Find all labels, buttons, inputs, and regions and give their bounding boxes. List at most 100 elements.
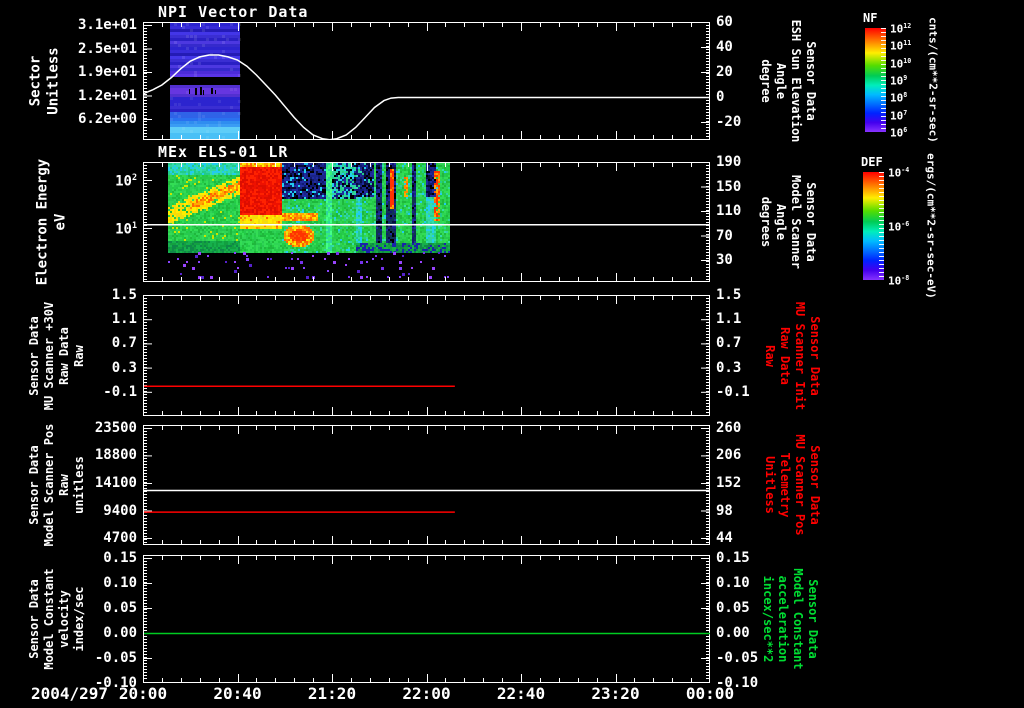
y-tick-label: 2.5e+01 bbox=[77, 40, 137, 57]
y-tick-label: 0 bbox=[716, 89, 725, 105]
panel-mu-scanner-30v-right-axis-label: Sensor Data MU Scanner Init Raw Data Raw bbox=[763, 301, 822, 410]
colorbar-def-title: DEF bbox=[861, 155, 883, 169]
y-tick-label: 0.15 bbox=[103, 550, 137, 566]
panel-mu-scanner-30v-axes bbox=[143, 295, 710, 416]
y-tick-label: 0.10 bbox=[716, 575, 750, 591]
y-tick-label: -0.10 bbox=[94, 675, 137, 691]
x-tick-label: 00:00 bbox=[685, 684, 735, 703]
panel-model-constant-axes bbox=[143, 555, 710, 683]
colorbar-tick-label: 10-6 bbox=[888, 220, 910, 234]
y-tick-label: 0.3 bbox=[716, 359, 742, 376]
colorbar-tick-label: 107 bbox=[890, 108, 908, 123]
x-tick-label: 20:00 bbox=[118, 684, 168, 703]
y-tick-label: -20 bbox=[716, 114, 742, 130]
y-tick-label: 0.00 bbox=[103, 625, 137, 641]
y-tick-label: 260 bbox=[716, 420, 742, 436]
panel-npi-axes bbox=[143, 22, 710, 140]
colorbar-tick-label: 106 bbox=[890, 126, 908, 140]
y-tick-label: 190 bbox=[716, 154, 742, 170]
y-tick-label: 60 bbox=[716, 14, 733, 30]
y-tick-label: 150 bbox=[716, 178, 742, 195]
y-tick-label: -0.05 bbox=[94, 650, 137, 666]
y-tick-label: 23500 bbox=[94, 420, 137, 436]
panel-els-axes bbox=[143, 162, 710, 282]
y-tick-label: 40 bbox=[716, 39, 733, 55]
y-tick-label: 1.2e+01 bbox=[77, 87, 137, 104]
y-tick-label: 152 bbox=[716, 475, 742, 491]
x-tick-label: 23:20 bbox=[591, 684, 640, 703]
y-tick-label: 0.05 bbox=[103, 600, 137, 616]
panel-model-scanner-pos-axes bbox=[143, 425, 710, 545]
x-tick-label: 21:20 bbox=[307, 684, 357, 703]
y-tick-label: -0.10 bbox=[716, 675, 759, 691]
panel-model-scanner-pos bbox=[143, 425, 710, 545]
y-tick-label: 30 bbox=[716, 252, 733, 268]
y-tick-label: 110 bbox=[716, 203, 742, 219]
x-tick-label: 20:40 bbox=[213, 684, 262, 703]
colorbar-def bbox=[863, 172, 884, 280]
colorbar-nf-ticks bbox=[881, 28, 886, 132]
y-tick-label: -0.1 bbox=[716, 383, 750, 400]
panel-npi-title: NPI Vector Data bbox=[158, 3, 309, 21]
y-tick-label: 206 bbox=[716, 447, 742, 464]
colorbar-tick-label: 109 bbox=[890, 74, 908, 88]
x-tick-label: 22:00 bbox=[402, 684, 451, 703]
panel-npi-right-axis-label: Sensor Data ESH Sun Elevation Angle degree bbox=[759, 19, 818, 143]
y-tick-label: 0.00 bbox=[716, 625, 750, 641]
panel-els-spectrogram bbox=[143, 162, 710, 282]
y-tick-label: 14100 bbox=[94, 475, 137, 491]
colorbar-def-ticks bbox=[879, 172, 884, 280]
y-tick-label: -0.1 bbox=[103, 383, 137, 400]
colorbar-tick-label: 10-4 bbox=[888, 166, 910, 180]
y-tick-label: 102 bbox=[115, 172, 137, 190]
y-tick-label: 44 bbox=[716, 530, 733, 546]
y-tick-label: 20 bbox=[716, 64, 733, 80]
y-tick-label: 1.5 bbox=[111, 287, 137, 303]
y-tick-label: 98 bbox=[716, 502, 733, 519]
colorbar-tick-label: 1012 bbox=[890, 22, 912, 36]
colorbar-tick-label: 1011 bbox=[890, 39, 912, 53]
colorbar-nf-units: cnts/(cm**2-sr-sec) bbox=[926, 17, 940, 143]
series-esh-sun-elevation-angle bbox=[143, 54, 710, 140]
colorbar-def-units: ergs/(cm**2-sr-sec-eV) bbox=[924, 153, 938, 299]
panel-els-left-axis-label: Electron Energy eV bbox=[34, 158, 69, 286]
panel-model-constant-left-axis-label: Sensor Data Model Constant velocity index/s… bbox=[27, 568, 86, 670]
colorbar-tick-label: 1010 bbox=[890, 56, 912, 71]
panel-npi-left-axis-label: Sector Unitless bbox=[27, 47, 62, 115]
panel-model-scanner-pos-left-axis-label: Sensor Data Model Scanner Pos Raw unitless bbox=[27, 423, 86, 547]
y-tick-label: 1.5 bbox=[716, 287, 742, 303]
y-tick-label: 9400 bbox=[103, 502, 137, 519]
panel-model-constant bbox=[143, 555, 710, 683]
y-tick-label: 1.1 bbox=[111, 311, 137, 328]
x-tick-label: 22:40 bbox=[496, 684, 546, 703]
panel-npi-spectrogram bbox=[143, 22, 710, 140]
y-tick-label: 1.9e+01 bbox=[77, 64, 137, 80]
panel-npi bbox=[143, 22, 710, 140]
panel-model-scanner-pos-right-axis-label: Sensor Data MU Scanner Pos Telemetry Unitle… bbox=[763, 434, 822, 536]
y-tick-label: 0.7 bbox=[111, 335, 137, 352]
y-tick-label: 3.1e+01 bbox=[77, 17, 137, 33]
colorbar-nf bbox=[865, 28, 886, 132]
panel-model-constant-right-axis-label: Sensor Data Model Constant acceleration inc… bbox=[761, 568, 820, 670]
colorbar-nf-title: NF bbox=[863, 11, 878, 25]
panel-els-title: MEx ELS-01 LR bbox=[158, 143, 289, 161]
y-tick-label: 0.7 bbox=[716, 335, 742, 352]
y-tick-label: 0.10 bbox=[103, 575, 137, 591]
y-tick-label: 101 bbox=[115, 220, 137, 238]
y-tick-label: 4700 bbox=[103, 530, 137, 546]
colorbar-tick-label: 108 bbox=[890, 91, 908, 105]
panel-els-right-axis-label: Sensor Data Model Scanner Angle degrees bbox=[759, 175, 818, 269]
y-tick-label: 18800 bbox=[94, 447, 137, 464]
y-tick-label: 1.1 bbox=[716, 311, 742, 328]
colorbar-tick-label: 10-8 bbox=[888, 274, 910, 288]
x-axis-date-label: 2004/297 bbox=[30, 684, 108, 703]
panel-mu-scanner-30v bbox=[143, 295, 710, 416]
y-tick-label: 0.15 bbox=[716, 550, 750, 566]
y-tick-label: 0.3 bbox=[111, 359, 137, 376]
panel-mu-scanner-30v-left-axis-label: Sensor Data MU Scanner +30V Raw Data Raw bbox=[27, 301, 86, 410]
y-tick-label: 70 bbox=[716, 227, 733, 244]
y-tick-label: -0.05 bbox=[716, 650, 759, 666]
panel-els bbox=[143, 162, 710, 282]
y-tick-label: 0.05 bbox=[716, 600, 750, 616]
